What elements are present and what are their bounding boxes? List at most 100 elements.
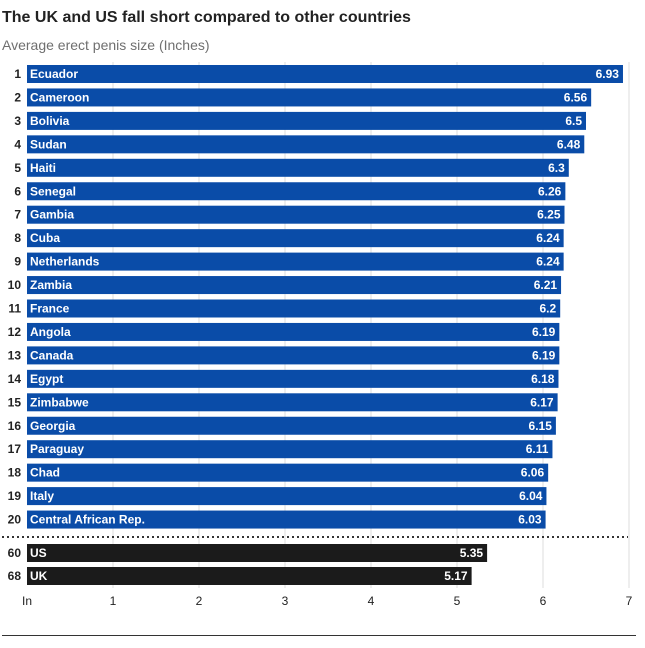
country-label: Italy <box>30 489 54 503</box>
bar-top20 <box>27 205 565 224</box>
value-label: 6.11 <box>526 442 549 456</box>
rank-label: 17 <box>8 442 22 456</box>
bar-top20 <box>27 416 556 435</box>
x-tick-label: 2 <box>196 594 203 608</box>
bar-top20 <box>27 88 592 107</box>
bar-top20 <box>27 393 558 412</box>
bottom-divider <box>2 635 636 636</box>
value-label: 6.04 <box>519 489 543 503</box>
bar-highlight <box>27 567 472 585</box>
rank-label: 9 <box>14 255 21 269</box>
rank-label: 4 <box>14 137 21 151</box>
value-label: 6.56 <box>564 90 588 104</box>
value-label: 6.48 <box>557 137 581 151</box>
x-tick-label: In <box>22 594 32 608</box>
value-label: 6.93 <box>596 67 620 81</box>
country-label: Chad <box>30 466 60 480</box>
rank-label: 1 <box>14 67 21 81</box>
value-label: 6.5 <box>565 114 582 128</box>
bar-top20 <box>27 135 585 154</box>
chart-subtitle: Average erect penis size (Inches) <box>2 37 210 53</box>
bar-top20 <box>27 487 547 506</box>
value-label: 6.06 <box>521 466 545 480</box>
rank-label: 6 <box>14 184 21 198</box>
x-tick-label: 3 <box>282 594 289 608</box>
x-tick-label: 7 <box>626 594 633 608</box>
rank-label: 18 <box>8 466 22 480</box>
value-label: 5.17 <box>444 569 468 583</box>
country-label: Haiti <box>30 161 56 175</box>
value-label: 6.15 <box>529 419 553 433</box>
country-label: Canada <box>30 348 74 362</box>
bar-top20 <box>27 299 561 318</box>
country-label: Angola <box>30 325 71 339</box>
value-label: 6.18 <box>531 372 555 386</box>
rank-label: 14 <box>8 372 22 386</box>
country-label: US <box>30 546 47 560</box>
country-label: Zambia <box>30 278 72 292</box>
rank-label: 16 <box>8 419 22 433</box>
country-label: Bolivia <box>30 114 70 128</box>
value-label: 6.2 <box>540 302 557 316</box>
value-label: 6.24 <box>536 255 560 269</box>
bar-top20 <box>27 510 546 529</box>
bar-top20 <box>27 111 586 130</box>
bar-top20 <box>27 440 553 459</box>
country-label: France <box>30 302 70 316</box>
bar-top20 <box>27 322 560 341</box>
value-label: 5.35 <box>460 546 484 560</box>
country-label: Sudan <box>30 137 67 151</box>
rank-label: 20 <box>8 513 22 527</box>
rank-label: 5 <box>14 161 21 175</box>
country-label: Senegal <box>30 184 76 198</box>
value-label: 6.17 <box>530 395 554 409</box>
rank-label: 68 <box>8 569 22 583</box>
x-tick-label: 1 <box>110 594 117 608</box>
rank-label: 12 <box>8 325 22 339</box>
bar-top20 <box>27 65 623 83</box>
value-label: 6.25 <box>537 208 561 222</box>
x-tick-label: 4 <box>368 594 375 608</box>
bar-top20 <box>27 182 566 201</box>
bar-top20 <box>27 276 562 295</box>
rank-label: 60 <box>8 546 22 560</box>
value-label: 6.21 <box>534 278 558 292</box>
value-label: 6.19 <box>532 325 556 339</box>
rank-label: 7 <box>14 208 21 222</box>
country-label: Georgia <box>30 419 76 433</box>
value-label: 6.3 <box>548 161 565 175</box>
country-label: Paraguay <box>30 442 84 456</box>
country-label: Cameroon <box>30 90 89 104</box>
value-label: 6.19 <box>532 348 556 362</box>
rank-label: 8 <box>14 231 21 245</box>
value-label: 6.03 <box>518 513 542 527</box>
rank-label: 10 <box>8 278 22 292</box>
country-label: Zimbabwe <box>30 395 89 409</box>
bar-top20 <box>27 229 564 248</box>
value-label: 6.24 <box>536 231 560 245</box>
bar-top20 <box>27 369 559 388</box>
country-label: Gambia <box>30 208 74 222</box>
chart-title: The UK and US fall short compared to oth… <box>2 9 411 26</box>
x-tick-label: 5 <box>454 594 461 608</box>
rank-label: 13 <box>8 348 22 362</box>
rank-label: 15 <box>8 395 22 409</box>
country-label: UK <box>30 569 48 583</box>
bar-top20 <box>27 158 569 177</box>
country-label: Central African Rep. <box>30 513 145 527</box>
rank-label: 2 <box>14 90 21 104</box>
country-label: Ecuador <box>30 67 78 81</box>
bar-top20 <box>27 346 560 365</box>
x-tick-label: 6 <box>540 594 547 608</box>
bar-top20 <box>27 252 564 271</box>
country-label: Cuba <box>30 231 60 245</box>
rank-label: 11 <box>8 302 21 316</box>
value-label: 6.26 <box>538 184 562 198</box>
country-label: Netherlands <box>30 255 100 269</box>
country-label: Egypt <box>30 372 63 386</box>
rank-label: 19 <box>8 489 22 503</box>
bar-highlight <box>27 544 488 562</box>
rank-label: 3 <box>14 114 21 128</box>
bar-top20 <box>27 463 549 482</box>
